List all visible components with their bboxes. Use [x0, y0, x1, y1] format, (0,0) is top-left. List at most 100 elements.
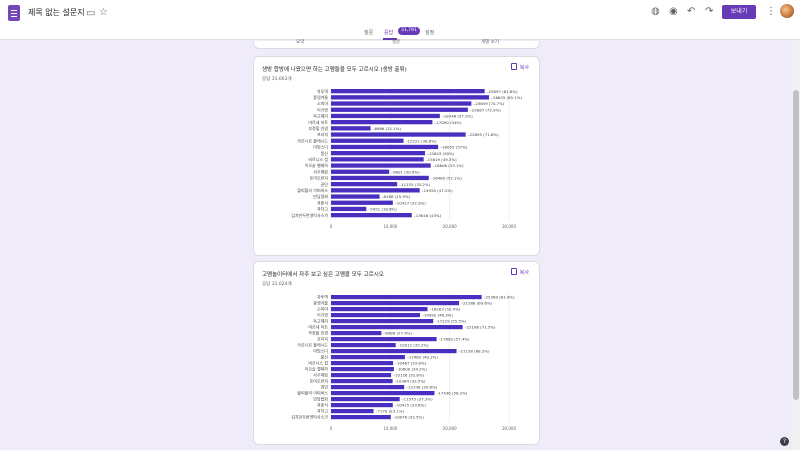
bar — [331, 169, 390, 174]
category-label: 풍뎅겨울 — [313, 94, 328, 100]
category-label: 부정할 안경 — [308, 125, 328, 131]
data-label: –10427 (32.9%) — [395, 200, 426, 205]
category-label: 프리지 — [317, 336, 328, 342]
copy-button[interactable]: 복사 — [510, 268, 529, 276]
bar — [331, 379, 393, 384]
category-label: 이기랑 — [317, 312, 328, 318]
question-title: 고멤놀이터에서 자주 보고 싶은 고멤을 모두 고르시오 — [262, 272, 384, 278]
data-label: –12338 (39.8%) — [406, 385, 437, 390]
response-count-badge: 31,791 — [398, 27, 420, 35]
form-title[interactable]: 제목 없는 설문지 — [28, 8, 85, 17]
tab-settings[interactable]: 설정 — [425, 30, 435, 36]
bar — [331, 331, 382, 336]
more-vert-icon[interactable]: ⋮ — [766, 6, 776, 17]
copy-icon — [510, 63, 517, 70]
category-label: 카르나르 블레시드 — [297, 342, 328, 348]
category-label: 차투역 — [317, 88, 328, 94]
data-label: –18346 (57.9%) — [442, 114, 473, 119]
data-label: –18055 (57%) — [440, 145, 468, 150]
category-label: 권민 — [321, 384, 329, 390]
category-label: 부정할 안경 — [308, 330, 328, 336]
avatar[interactable] — [780, 4, 794, 18]
data-label: –17090 (54%) — [434, 120, 462, 125]
category-label: 이오슬 벨제하 — [305, 366, 329, 372]
bar — [331, 120, 433, 125]
tab-questions[interactable]: 질문 — [364, 30, 374, 36]
copy-label: 복사 — [519, 270, 529, 276]
data-label: –12462 (40.2%) — [407, 355, 438, 360]
data-label: –26635 (85.1%) — [491, 95, 522, 100]
bar — [331, 113, 440, 119]
scrollbar-thumb[interactable] — [793, 90, 799, 400]
bar — [331, 138, 404, 143]
category-label: 비르니스 컵 — [308, 360, 328, 366]
category-label: 독고혜지 — [313, 113, 328, 119]
folder-icon[interactable]: ▭ — [86, 8, 96, 19]
bar — [331, 397, 400, 402]
bar — [331, 343, 396, 348]
category-label: 할피할리 이피버스 — [297, 390, 328, 396]
subtab-summary[interactable]: 요약 — [296, 40, 305, 45]
data-label: –5951 (18.8%) — [368, 207, 397, 212]
bar — [331, 361, 394, 366]
data-label: –21158 (68.2%) — [459, 349, 490, 354]
star-icon[interactable]: ☆ — [99, 7, 108, 18]
active-tab-indicator — [383, 38, 397, 40]
subtab-question[interactable]: 질문 — [392, 40, 401, 45]
category-label: 이오슬 벨제하 — [305, 162, 329, 168]
response-count: 응답 31,024개 — [262, 282, 292, 287]
bar — [331, 206, 367, 212]
forms-logo-icon[interactable] — [8, 5, 20, 21]
data-label: –10384 (33.5%) — [395, 379, 426, 384]
undo-icon[interactable]: ↶ — [687, 6, 696, 17]
bar — [331, 295, 482, 300]
bar — [331, 391, 435, 396]
data-label: –16480 (52.1%) — [431, 176, 462, 181]
data-label: –23659 (74.7%) — [473, 101, 504, 106]
category-label: 풍신 — [321, 150, 329, 156]
x-tick-label: 0 — [330, 426, 333, 431]
bar — [331, 151, 426, 156]
bar — [331, 182, 398, 187]
category-label: 프리지 — [317, 131, 328, 137]
bar — [331, 157, 424, 162]
bar-chart: 0 10,000 20,000 30,000 차투역 –25897 (81.8%) 풍뎅겨울… — [291, 87, 522, 229]
bar — [331, 415, 391, 420]
category-label: 마르세 하트 — [308, 324, 328, 330]
x-tick-label: 0 — [330, 224, 333, 229]
data-label: –10912 (35.2%) — [398, 343, 429, 348]
send-button[interactable]: 보내기 — [722, 5, 756, 19]
x-tick-label: 30,000 — [502, 224, 516, 229]
bar — [331, 349, 457, 354]
category-label: 김치만두번영탁사스가 — [291, 212, 328, 218]
category-label: 곽춘식 — [317, 199, 328, 205]
help-icon[interactable]: ? — [780, 437, 789, 446]
copy-button[interactable]: 복사 — [510, 63, 529, 71]
category-label: 풍뎅겨울 — [313, 300, 328, 306]
category-label: 곽차고 — [317, 408, 328, 414]
category-label: 만담협회 — [313, 396, 328, 402]
bar — [331, 301, 460, 306]
bar — [331, 89, 485, 94]
data-label: –23067 (72.9%) — [470, 107, 501, 112]
bar — [331, 101, 472, 106]
category-label: 풍신 — [321, 354, 329, 360]
form-tabs: 질문 응답 설정 — [0, 26, 800, 40]
redo-icon[interactable]: ↷ — [705, 6, 714, 17]
category-label: 사우해킹 — [313, 372, 328, 378]
bar — [331, 403, 393, 408]
tab-responses[interactable]: 응답 — [384, 30, 394, 36]
subtab-individual[interactable]: 개별 보기 — [481, 40, 499, 45]
preview-eye-icon[interactable]: ◉ — [669, 6, 678, 17]
data-label: –12222 (38.6%) — [406, 138, 437, 143]
bar — [331, 200, 393, 205]
palette-icon[interactable]: ◍ — [651, 6, 660, 17]
question-title: 생방 합방에 나왔으면 하는 고멤들을 모두 고르시오 (생방 출튀) — [262, 67, 407, 73]
data-label: –25897 (81.8%) — [487, 89, 518, 94]
bar — [331, 213, 412, 218]
category-label: 만담협회 — [313, 193, 328, 199]
x-tick-label: 10,000 — [383, 224, 397, 229]
response-count: 응답 31,663개 — [262, 77, 292, 82]
x-tick-label: 10,000 — [383, 426, 397, 431]
category-label: 곽춘식 — [317, 402, 328, 408]
